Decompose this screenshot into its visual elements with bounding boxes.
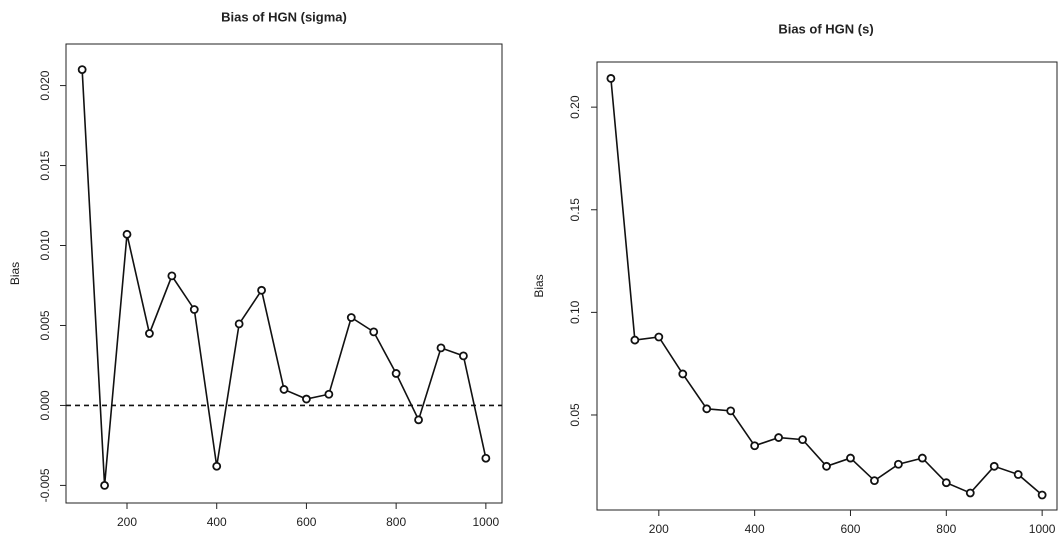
data-point [702,404,712,414]
data-point [369,327,379,337]
x-tick-label: 800 [386,515,406,529]
data-point [77,65,87,74]
data-point [606,74,616,83]
x-tick-label: 200 [649,522,669,536]
data-point [846,453,855,463]
data-point [257,285,266,295]
y-tick-label: 0.15 [568,198,582,222]
y-tick-label: 0.005 [38,310,52,340]
chart-title: Bias of HGN (sigma) [221,9,347,24]
plot-frame [65,43,503,504]
x-tick-label: 200 [117,515,137,529]
data-point [189,305,199,314]
data-point [145,329,154,338]
x-tick-label: 800 [936,522,956,536]
data-point [1013,470,1023,479]
x-tick-label: 1000 [473,515,500,529]
x-tick-label: 600 [296,515,316,529]
y-tick-label: 0.05 [568,403,582,427]
data-point [324,389,334,399]
data-line [610,78,1043,496]
data-point [965,488,975,498]
data-point [941,478,951,488]
data-point [100,481,109,490]
y-axis-label: Bias [532,274,546,297]
data-point [167,271,177,281]
data-point [893,459,903,469]
y-tick-label: 0.010 [38,230,52,260]
y-axis-label: Bias [8,262,22,285]
y-tick-label: 0.10 [568,300,582,324]
data-point [870,476,879,486]
data-point [122,229,132,239]
data-point [630,335,640,345]
data-point [459,351,468,361]
data-point [1037,490,1047,500]
x-tick-label: 400 [207,515,227,529]
y-tick-label: 0.020 [38,70,52,100]
data-point [391,369,401,378]
y-tick-label: 0.20 [568,95,582,119]
data-point [774,433,784,442]
data-point [346,313,356,322]
data-line [81,69,487,486]
data-point [678,369,688,379]
data-point [436,343,446,353]
data-point [481,453,491,463]
data-point [750,441,760,451]
data-point [989,461,999,471]
y-tick-label: 0.000 [38,390,52,420]
x-tick-label: 600 [840,522,860,536]
data-point [279,385,289,394]
data-point [414,415,423,425]
data-point [212,461,222,471]
data-point [654,332,664,342]
data-point [822,461,831,471]
data-point [798,435,807,445]
data-point [234,319,244,329]
x-tick-label: 1000 [1029,522,1056,536]
x-tick-label: 400 [745,522,765,536]
data-point [302,394,311,404]
data-point [917,453,927,463]
plot-frame [596,61,1058,511]
y-tick-label: 0.015 [38,150,52,180]
chart-title: Bias of HGN (s) [778,21,873,36]
data-point [726,406,736,416]
y-tick-label: -0.005 [38,468,52,502]
